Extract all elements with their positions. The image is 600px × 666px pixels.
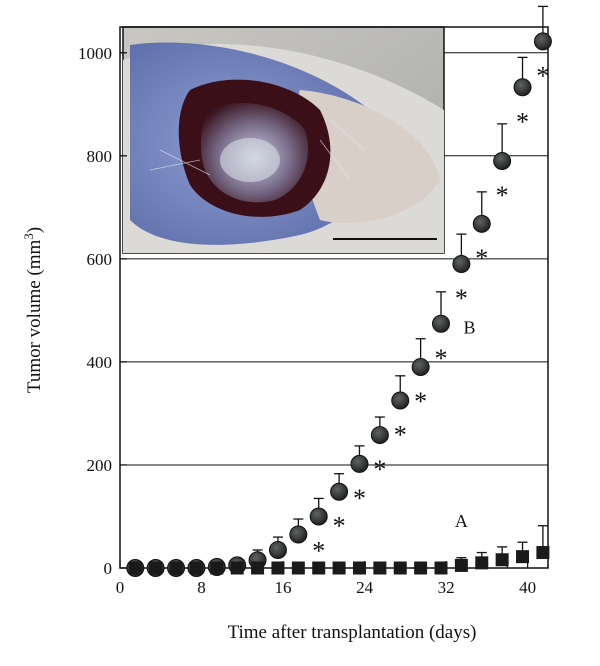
x-tick-label-32: 32 bbox=[438, 578, 455, 597]
series-b-point bbox=[289, 525, 308, 544]
series-b-point bbox=[268, 540, 287, 559]
series-a-point bbox=[149, 561, 163, 575]
y-tick-label-200: 200 bbox=[87, 456, 113, 475]
series-b-point bbox=[533, 32, 552, 51]
significance-star: * bbox=[353, 484, 366, 513]
data-marks bbox=[126, 32, 552, 577]
series-a-point bbox=[414, 561, 428, 575]
series-b-point bbox=[432, 314, 450, 333]
series-a-point bbox=[291, 561, 305, 575]
significance-star: * bbox=[333, 512, 346, 541]
series-a-point bbox=[312, 561, 326, 575]
y-tick-label-600: 600 bbox=[87, 250, 113, 269]
series-label-a: A bbox=[455, 511, 468, 531]
series-a-point bbox=[454, 558, 468, 572]
y-axis-title: Tumor volume (mm3) bbox=[21, 227, 45, 393]
significance-star: * bbox=[475, 244, 488, 273]
series-a-point bbox=[271, 561, 285, 575]
series-a-point bbox=[373, 561, 387, 575]
series-b-point bbox=[309, 507, 328, 526]
x-tick-label-24: 24 bbox=[356, 578, 374, 597]
series-b-point bbox=[391, 391, 410, 410]
y-tick-label-0: 0 bbox=[104, 559, 113, 578]
series-b-point bbox=[493, 151, 512, 170]
x-tick-label-0: 0 bbox=[116, 578, 125, 597]
y-tick-label-1000: 1000 bbox=[78, 44, 112, 63]
y-tick-label-800: 800 bbox=[87, 147, 113, 166]
significance-star: * bbox=[516, 107, 529, 136]
series-a-point bbox=[536, 546, 550, 560]
series-b-point bbox=[370, 426, 389, 445]
series-a-point bbox=[230, 561, 244, 575]
significance-star: * bbox=[394, 421, 407, 450]
series-b-point bbox=[330, 482, 349, 501]
significance-star: * bbox=[373, 455, 386, 484]
series-annotations: BA bbox=[455, 318, 476, 531]
series-a-point bbox=[128, 561, 142, 575]
series-a-point bbox=[210, 561, 224, 575]
series-a-point bbox=[434, 561, 448, 575]
series-b-point bbox=[350, 454, 369, 473]
series-a-point bbox=[189, 561, 203, 575]
series-a-point bbox=[332, 561, 346, 575]
significance-star: * bbox=[414, 387, 427, 416]
x-tick-label-40: 40 bbox=[519, 578, 536, 597]
series-a-point bbox=[169, 561, 183, 575]
significance-star: * bbox=[496, 181, 509, 210]
x-tick-label-8: 8 bbox=[197, 578, 206, 597]
significance-star: * bbox=[312, 536, 325, 565]
significance-star: * bbox=[536, 61, 549, 90]
series-b-point bbox=[452, 255, 471, 274]
series-a-point bbox=[475, 556, 489, 570]
series-b-point bbox=[472, 214, 491, 233]
series-a-point bbox=[251, 561, 265, 575]
series-a-point bbox=[352, 561, 366, 575]
x-tick-label-16: 16 bbox=[275, 578, 292, 597]
axes: 0 200 400 600 800 1000 0 8 16 24 32 40 bbox=[78, 26, 549, 597]
series-label-b: B bbox=[464, 318, 476, 338]
tumor-photo-inset bbox=[122, 26, 445, 254]
y-tick-label-400: 400 bbox=[87, 353, 113, 372]
x-axis-title: Time after transplantation (days) bbox=[228, 622, 477, 643]
significance-star: * bbox=[455, 284, 468, 313]
significance-markers: ************ bbox=[312, 61, 549, 565]
series-b-point bbox=[411, 358, 430, 377]
series-b-point bbox=[513, 78, 532, 97]
significance-star: * bbox=[435, 344, 448, 373]
series-a-point bbox=[495, 553, 509, 567]
series-a-point bbox=[393, 561, 407, 575]
series-a-point bbox=[516, 550, 530, 564]
